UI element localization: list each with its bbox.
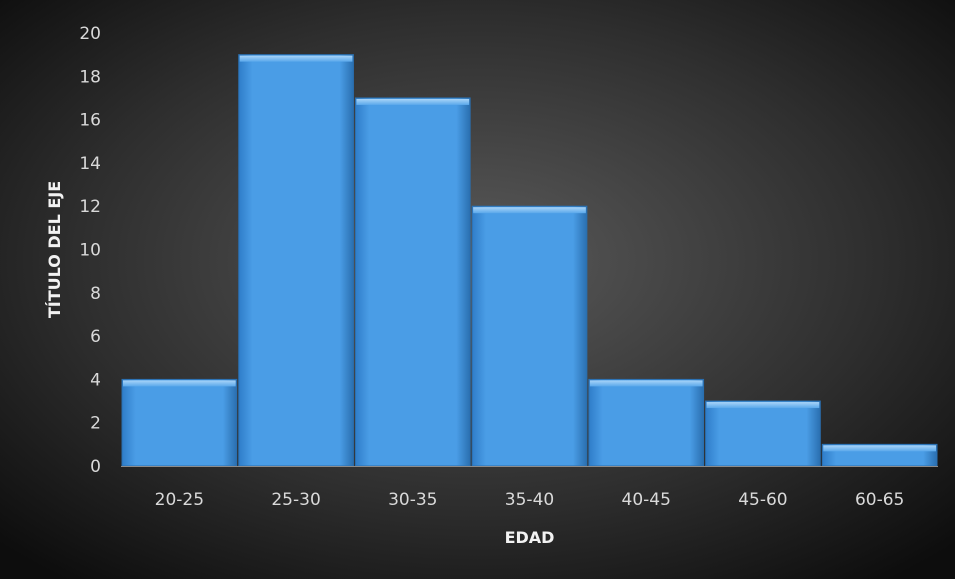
- bar-bevel: [123, 380, 236, 386]
- bar-25-30: [239, 55, 354, 466]
- bar-body: [472, 206, 587, 466]
- bar-45-60: [706, 401, 821, 466]
- y-tick-label: 14: [79, 154, 101, 174]
- bar-35-40: [472, 206, 587, 466]
- x-tick-label: 25-30: [271, 490, 320, 510]
- y-tick-label: 0: [90, 457, 101, 477]
- bar-bevel: [707, 402, 820, 408]
- x-tick-label: 45-60: [738, 490, 787, 510]
- bar-body: [122, 379, 237, 466]
- x-tick-label: 20-25: [155, 490, 204, 510]
- y-tick-label: 16: [79, 111, 101, 131]
- y-tick-label: 2: [90, 414, 101, 434]
- bar-body: [706, 401, 821, 466]
- y-tick-label: 10: [79, 241, 101, 261]
- bar-bevel: [240, 56, 353, 62]
- x-tick-label: 35-40: [505, 490, 554, 510]
- bar-body: [239, 55, 354, 466]
- x-tick-label: 30-35: [388, 490, 437, 510]
- bar-30-35: [355, 98, 470, 466]
- bar-20-25: [122, 379, 237, 466]
- bar-bevel: [473, 207, 586, 213]
- x-tick-label: 40-45: [622, 490, 671, 510]
- bar-bevel: [590, 380, 703, 386]
- y-tick-label: 8: [90, 284, 101, 304]
- bar-body: [589, 379, 704, 466]
- x-axis-title: EDAD: [505, 528, 555, 547]
- y-tick-label: 18: [79, 67, 101, 87]
- x-tick-label: 60-65: [855, 490, 904, 510]
- y-axis-title: TÍTULO DEL EJE: [45, 181, 64, 318]
- y-tick-label: 20: [79, 24, 101, 44]
- bar-bevel: [823, 445, 936, 451]
- bar-body: [355, 98, 470, 466]
- bar-40-45: [589, 379, 704, 466]
- y-tick-label: 12: [79, 197, 101, 217]
- bar-60-65: [822, 444, 937, 466]
- y-tick-label: 4: [90, 370, 101, 390]
- bar-bevel: [356, 99, 469, 105]
- y-tick-label: 6: [90, 327, 101, 347]
